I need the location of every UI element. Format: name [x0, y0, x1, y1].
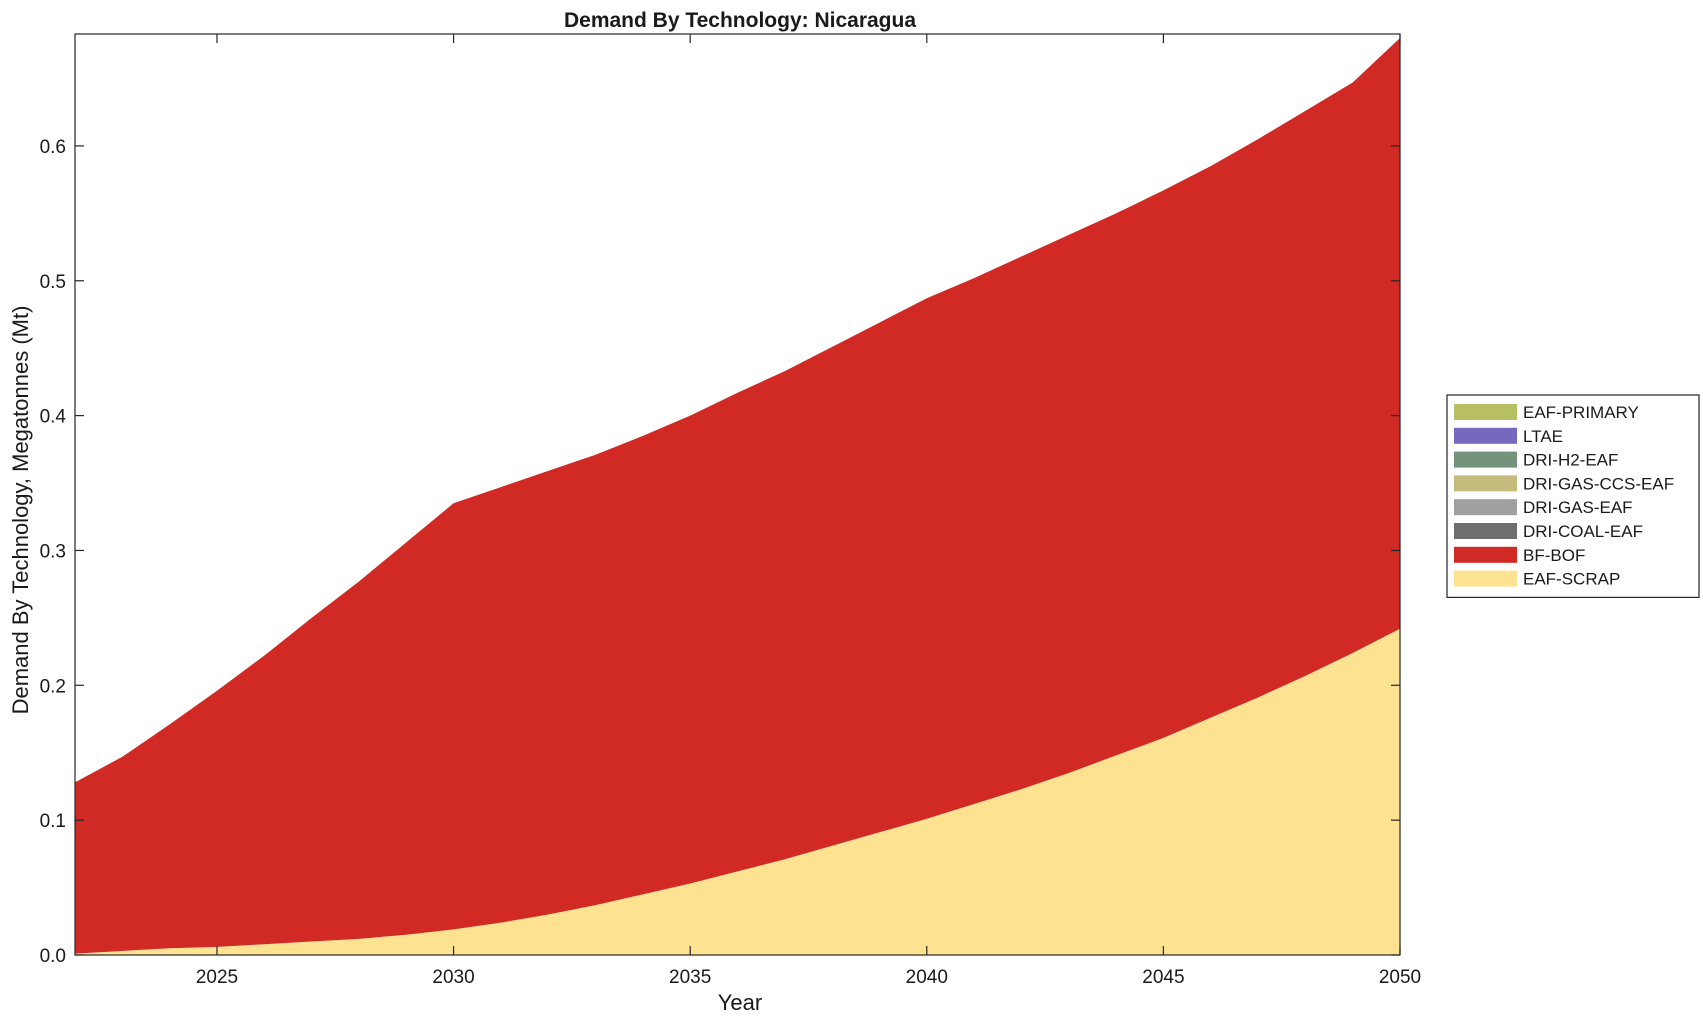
y-tick-label: 0.0: [40, 946, 66, 967]
x-axis-label: Year: [718, 990, 762, 1015]
legend-label-dri-gas-ccs-eaf: DRI-GAS-CCS-EAF: [1523, 474, 1674, 493]
area-series-eaf-scrap: [75, 628, 1400, 955]
legend-swatch-dri-gas-ccs-eaf: [1454, 475, 1517, 492]
y-tick-label: 0.3: [40, 541, 66, 562]
legend-swatch-dri-coal-eaf: [1454, 523, 1517, 539]
legend-label-eaf-scrap: EAF-SCRAP: [1523, 570, 1620, 589]
legend: EAF-PRIMARY LTAE DRI-H2-EAF DRI-GAS-CCS-EAF…: [1446, 394, 1700, 598]
y-tick-label: 0.6: [40, 137, 66, 158]
legend-swatch-bf-bof: [1454, 546, 1517, 563]
x-tick-label: 2035: [669, 967, 711, 988]
legend-box: [1446, 394, 1700, 598]
x-tick-label: 2050: [1379, 967, 1421, 988]
x-tick-label: 2025: [196, 967, 238, 988]
plot-area-frame: [74, 33, 1401, 956]
x-tick-label: 2030: [432, 967, 474, 988]
legend-label-eaf-primary: EAF-PRIMARY: [1523, 403, 1639, 422]
legend-swatch-ltae: [1454, 427, 1517, 444]
legend-swatch-dri-gas-eaf: [1454, 499, 1517, 516]
legend-label-dri-h2-eaf: DRI-H2-EAF: [1523, 451, 1618, 470]
legend-label-ltae: LTAE: [1523, 427, 1563, 446]
legend-label-dri-gas-eaf: DRI-GAS-EAF: [1523, 498, 1633, 517]
chart-title: Demand By Technology: Nicaragua: [564, 9, 916, 32]
legend-swatch-eaf-primary: [1454, 404, 1517, 420]
y-tick-label: 0.1: [40, 811, 66, 832]
y-tick-label: 0.4: [40, 407, 67, 428]
y-tick-label: 0.5: [40, 272, 66, 293]
y-tick-label: 0.2: [40, 676, 66, 697]
legend-label-dri-coal-eaf: DRI-COAL-EAF: [1523, 522, 1643, 541]
x-tick-label: 2040: [906, 967, 948, 988]
x-tick-label: 2045: [1142, 967, 1184, 988]
area-series-layer: [75, 38, 1400, 955]
axis-ticks: 2025 2030 2035 2040 2045 2050 0.0 0.1 0.2 0.3 0.4 0…: [40, 34, 1421, 988]
y-axis-label: Demand By Technology, Megatonnes (Mt): [8, 306, 33, 715]
legend-label-bf-bof: BF-BOF: [1523, 546, 1585, 565]
legend-swatch-dri-h2-eaf: [1454, 451, 1517, 468]
legend-swatch-eaf-scrap: [1454, 570, 1517, 587]
area-series-bf-bof: [75, 38, 1400, 954]
